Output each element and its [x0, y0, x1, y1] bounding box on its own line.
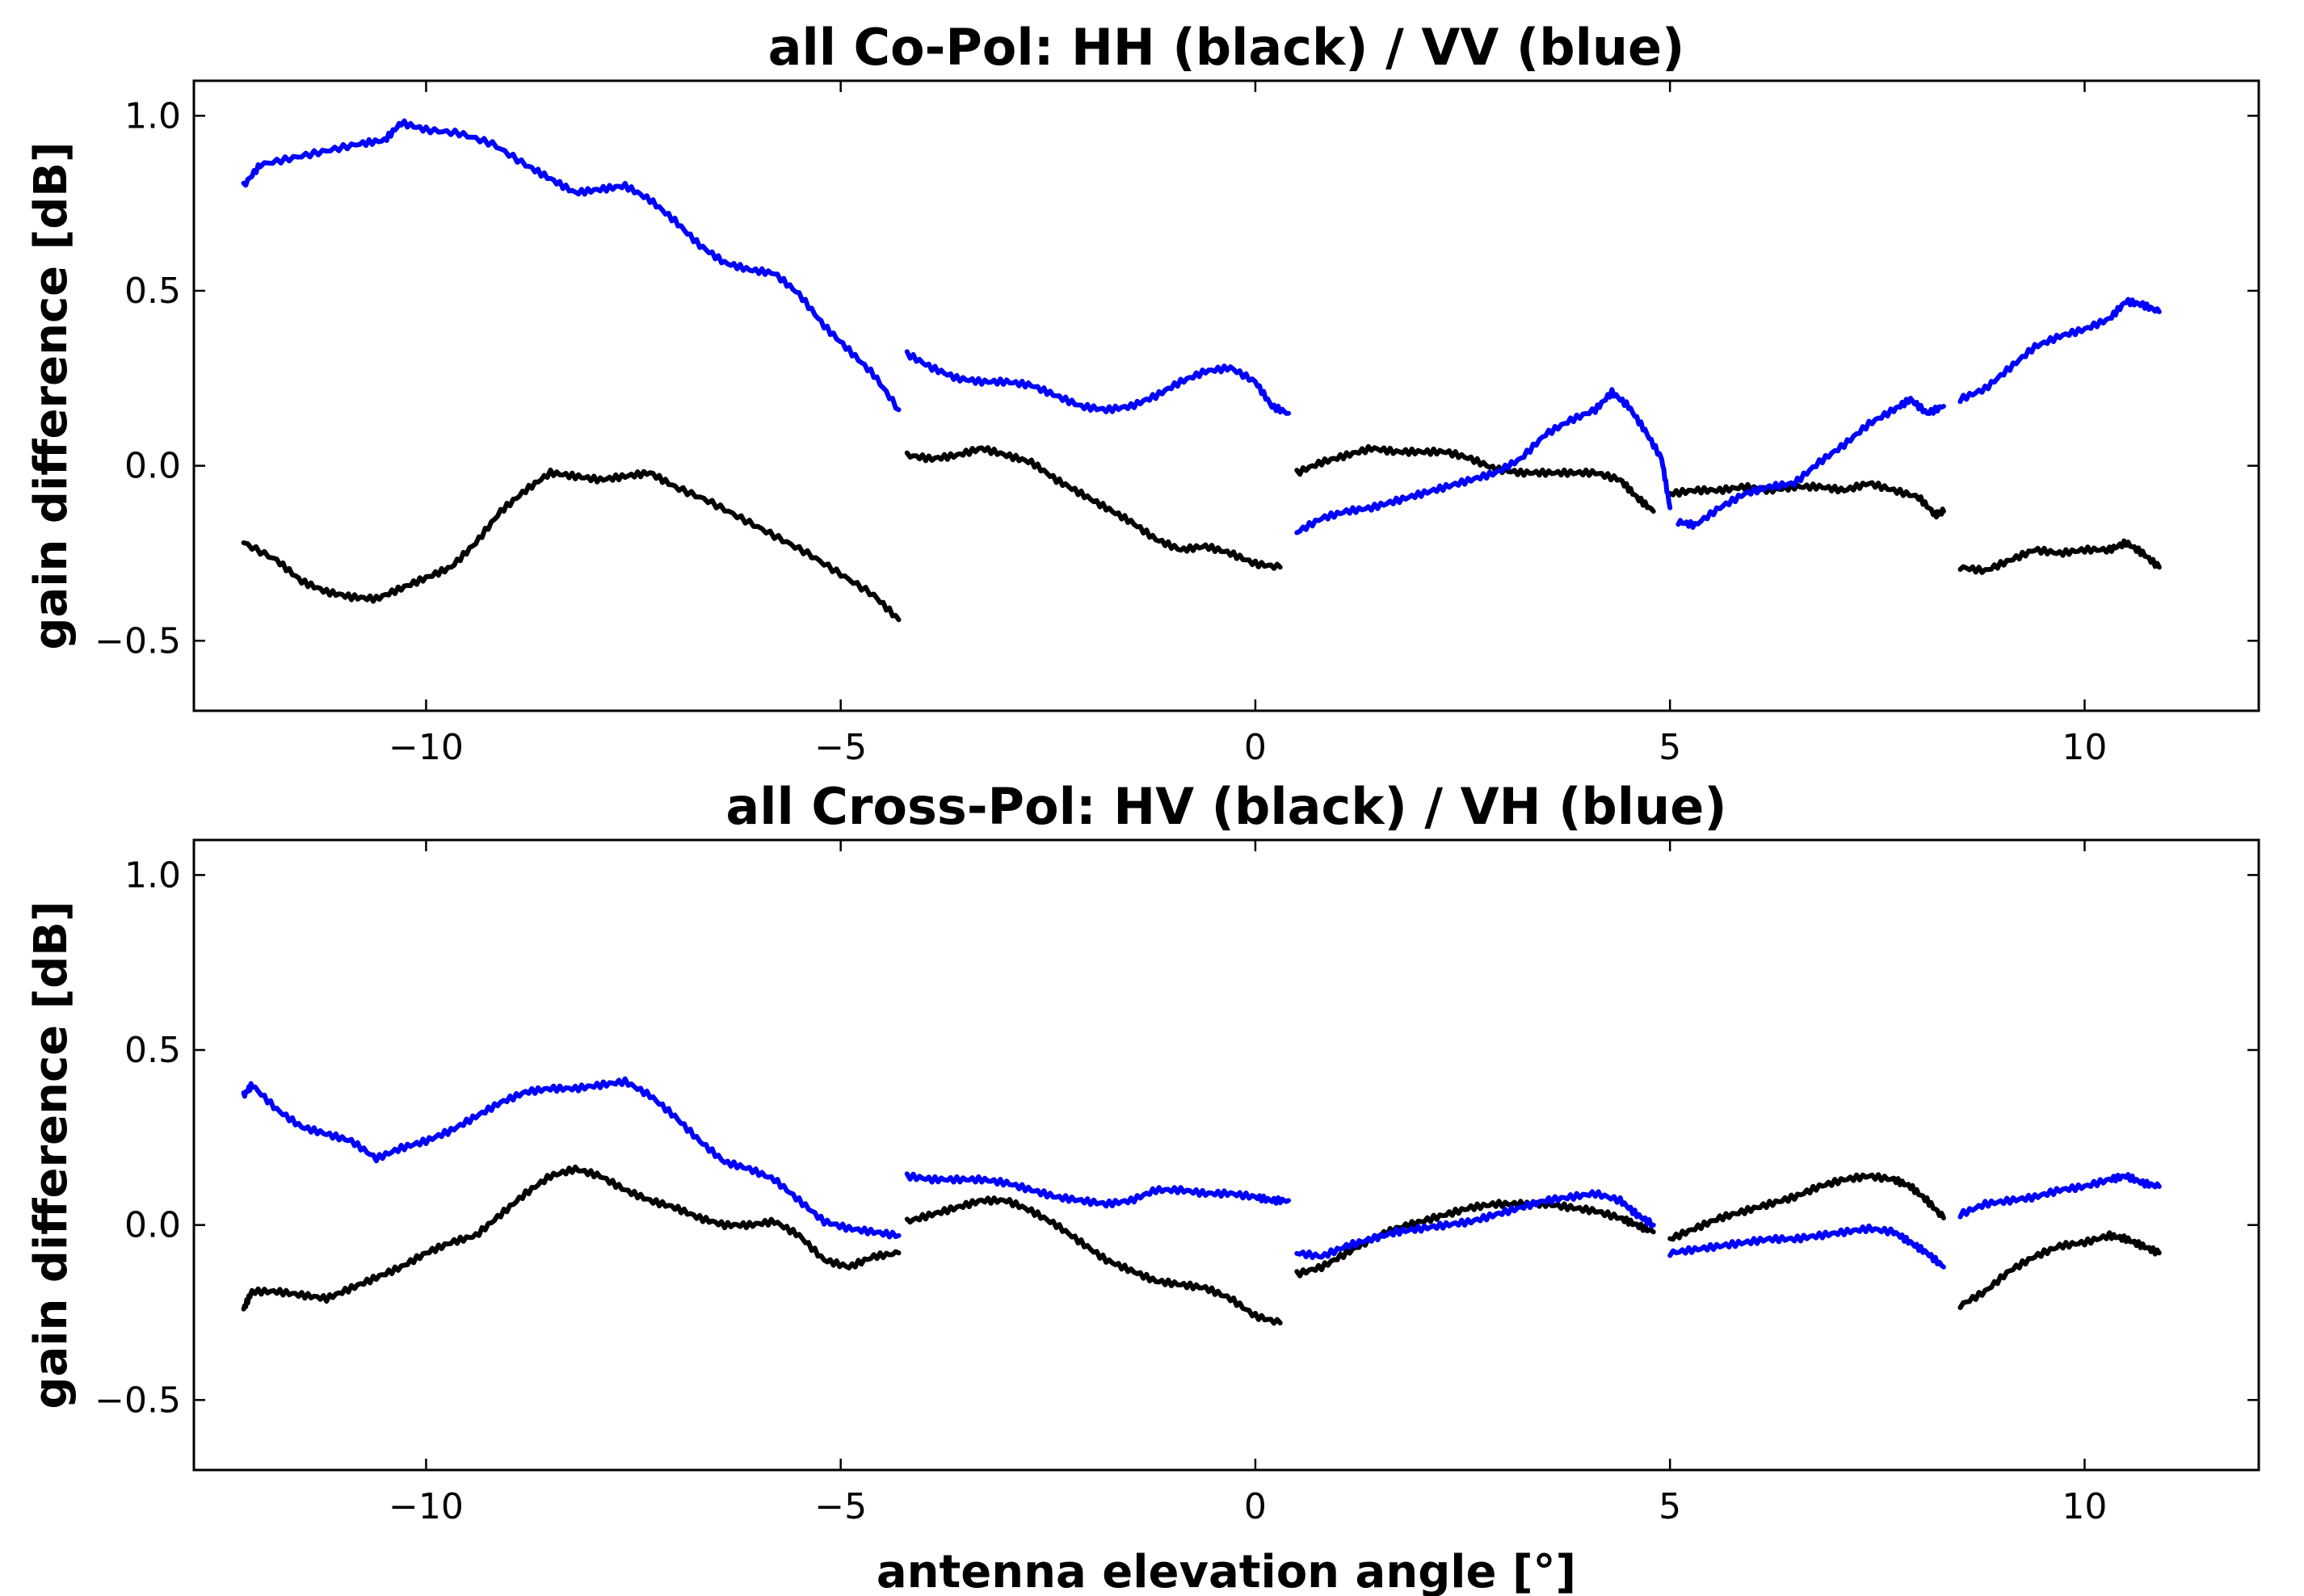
series-line-segment: [1667, 1223, 1946, 1270]
y-tick-label: 1.0: [124, 855, 181, 896]
x-tick-label: 10: [2062, 727, 2107, 768]
x-tick-label: 0: [1244, 1486, 1267, 1527]
series-line-segment: [904, 1171, 1291, 1209]
series-vh: [241, 1076, 2162, 1270]
series-line-segment: [904, 445, 1283, 571]
series-line-segment: [1957, 1172, 2162, 1220]
series-line-segment: [1294, 1199, 1656, 1279]
x-tick-label: 10: [2062, 1486, 2107, 1527]
series-line-segment: [241, 1164, 902, 1312]
x-tick-label: −10: [389, 1486, 464, 1527]
series-line-segment: [1957, 296, 2162, 405]
y-tick-label: 0.0: [124, 446, 181, 487]
x-tick-label: 5: [1659, 727, 1681, 768]
y-tick-label: −0.5: [95, 1380, 181, 1421]
series-line-segment: [1667, 480, 1946, 520]
x-tick-label: −10: [389, 727, 464, 768]
y-tick-label: 0.5: [124, 271, 181, 312]
y-axis-label: gain difference [dB]: [25, 901, 78, 1409]
series-line-segment: [904, 349, 1291, 416]
y-tick-label: 1.0: [124, 95, 181, 136]
y-axis-label: gain difference [dB]: [25, 141, 78, 649]
series-line-segment: [1667, 1172, 1946, 1242]
series-line-segment: [1957, 538, 2162, 575]
chart-title: all Cross-Pol: HV (black) / VH (blue): [725, 777, 1726, 836]
series-line-segment: [241, 467, 902, 623]
series-line-segment: [1294, 387, 1673, 536]
series-line-segment: [241, 118, 902, 413]
y-tick-label: 0.5: [124, 1030, 181, 1071]
plot-frame: [192, 79, 2260, 712]
x-axis-label: antenna elevation angle [°]: [877, 1546, 1576, 1596]
y-tick-label: −0.5: [95, 620, 181, 662]
series-line-segment: [241, 1076, 902, 1240]
x-tick-label: −5: [814, 1486, 867, 1527]
y-tick-label: 0.0: [124, 1205, 181, 1246]
x-tick-label: 0: [1244, 727, 1267, 768]
series-vv: [241, 118, 2162, 536]
x-tick-label: −5: [814, 727, 867, 768]
plot-frame: [192, 838, 2260, 1472]
series-line-segment: [1294, 1189, 1656, 1261]
x-tick-label: 5: [1659, 1486, 1681, 1527]
series-hv: [241, 1164, 2162, 1326]
chart-panel-2: all Cross-Pol: HV (black) / VH (blue) gai…: [25, 777, 2260, 1596]
series-line-segment: [1675, 396, 1946, 530]
series-line-segment: [1957, 1230, 2162, 1310]
series-line-segment: [1294, 443, 1656, 514]
series-hh: [241, 443, 2162, 623]
chart-panel-1: all Co-Pol: HH (black) / VV (blue) gain d…: [25, 18, 2260, 768]
series-line-segment: [904, 1195, 1283, 1326]
chart-title: all Co-Pol: HH (black) / VV (blue): [768, 18, 1685, 77]
